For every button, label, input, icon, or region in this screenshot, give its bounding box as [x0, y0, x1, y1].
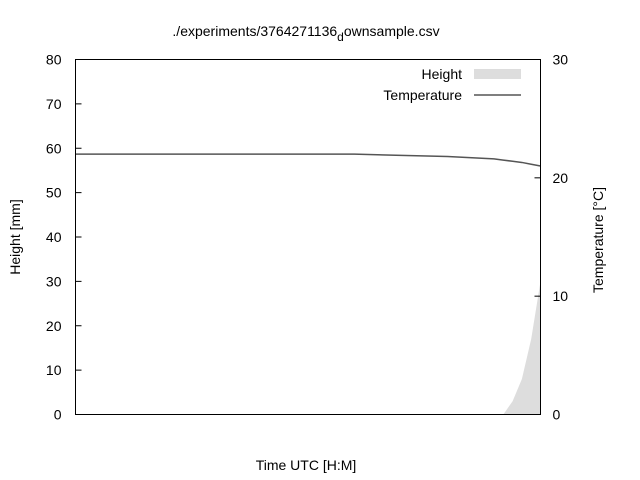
series-line-temperature [75, 153, 541, 167]
y-tick-label: 10 [46, 362, 62, 378]
legend-label-height: Height [422, 66, 463, 82]
y-tick-label: 80 [46, 52, 62, 68]
chart-title: ./experiments/3764271136downsample.csv [172, 23, 439, 44]
y-tick-label: 50 [46, 185, 62, 201]
y-tick-label: 40 [46, 229, 62, 245]
y-axis-label: Height [mm] [7, 199, 23, 274]
legend: Height Temperature [383, 66, 521, 103]
y2-tick-label: 20 [553, 170, 569, 186]
y2-tick-label: 30 [553, 52, 569, 68]
y-tick-label: 60 [46, 140, 62, 156]
legend-swatch-height [474, 69, 521, 79]
y-tick-label: 70 [46, 96, 62, 112]
y-tick-label: 0 [54, 407, 62, 423]
x-axis-label: Time UTC [H:M] [256, 457, 357, 473]
y-tick-label: 30 [46, 273, 62, 289]
legend-label-temperature: Temperature [383, 87, 462, 103]
axis-layer: 0 10 20 30 40 50 60 70 80 0 10 20 30 [46, 52, 568, 423]
series-layer [75, 153, 541, 415]
series-area-height [75, 281, 541, 415]
y2-tick-label: 0 [553, 407, 561, 423]
y2-axis-label: Temperature [°C] [590, 187, 606, 293]
y2-tick-label: 10 [553, 288, 569, 304]
plot-frame [75, 59, 541, 415]
y-tick-label: 20 [46, 318, 62, 334]
